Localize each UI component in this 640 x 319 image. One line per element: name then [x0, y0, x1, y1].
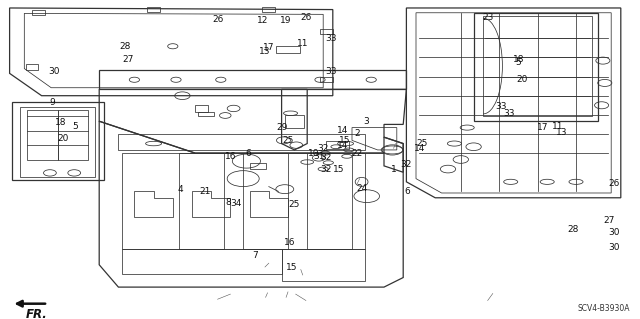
Text: 32: 32 — [321, 165, 332, 174]
Text: SCV4-B3930A: SCV4-B3930A — [578, 304, 630, 313]
Text: 18: 18 — [55, 118, 67, 127]
Text: 17: 17 — [537, 123, 548, 132]
Text: 28: 28 — [119, 42, 131, 51]
Text: 10: 10 — [308, 149, 319, 158]
Text: 33: 33 — [326, 34, 337, 43]
Text: 3: 3 — [364, 117, 369, 126]
Text: 30: 30 — [609, 228, 620, 237]
Text: 17: 17 — [263, 43, 275, 52]
Text: 15: 15 — [339, 136, 350, 145]
Text: 16: 16 — [225, 152, 236, 161]
Text: FR.: FR. — [26, 308, 48, 319]
Text: 16: 16 — [284, 238, 296, 247]
Text: 34: 34 — [230, 199, 241, 208]
Text: 30: 30 — [49, 67, 60, 76]
Text: 32: 32 — [321, 153, 332, 162]
Text: 22: 22 — [351, 149, 363, 158]
Text: 29: 29 — [276, 123, 287, 132]
Text: 11: 11 — [297, 39, 308, 48]
Text: 27: 27 — [122, 55, 134, 63]
Text: 14: 14 — [413, 144, 425, 153]
Text: 26: 26 — [300, 13, 312, 22]
Text: 28: 28 — [567, 225, 579, 234]
Bar — [12, 102, 104, 180]
Text: 25: 25 — [289, 200, 300, 209]
Text: 15: 15 — [333, 165, 345, 174]
Text: 5: 5 — [73, 122, 78, 130]
Text: 33: 33 — [326, 67, 337, 76]
Text: 4: 4 — [178, 185, 183, 194]
Text: 13: 13 — [259, 47, 271, 56]
Text: 9: 9 — [50, 98, 55, 107]
Text: 1: 1 — [391, 165, 396, 174]
Text: 24: 24 — [356, 184, 367, 193]
Text: 26: 26 — [212, 15, 223, 24]
Text: 14: 14 — [337, 141, 348, 150]
Text: 2: 2 — [355, 130, 360, 138]
Text: 27: 27 — [604, 216, 615, 225]
Text: 19: 19 — [280, 16, 292, 25]
Text: 32: 32 — [317, 144, 329, 153]
Bar — [147, 7, 160, 12]
Bar — [474, 13, 598, 121]
Bar — [320, 29, 333, 34]
Text: 15: 15 — [286, 263, 298, 272]
Text: 7: 7 — [252, 251, 257, 260]
Text: 14: 14 — [337, 126, 348, 135]
Text: 13: 13 — [556, 128, 568, 137]
Text: 33: 33 — [495, 102, 507, 111]
Text: 25: 25 — [282, 136, 294, 145]
Text: 6: 6 — [246, 149, 251, 158]
Text: 21: 21 — [199, 187, 211, 196]
Text: 33: 33 — [503, 109, 515, 118]
Text: 5: 5 — [516, 58, 521, 67]
Text: 18: 18 — [513, 55, 524, 63]
Text: 30: 30 — [609, 243, 620, 252]
Text: 8: 8 — [225, 198, 230, 207]
Text: 20: 20 — [516, 75, 527, 84]
Text: 6: 6 — [405, 187, 410, 196]
Text: 11: 11 — [552, 122, 564, 130]
Bar — [32, 10, 45, 15]
Text: 31: 31 — [313, 152, 324, 161]
Bar — [262, 7, 275, 12]
Bar — [320, 77, 333, 82]
Text: 32: 32 — [401, 160, 412, 169]
Bar — [26, 64, 38, 70]
Text: 12: 12 — [257, 16, 268, 25]
Text: 23: 23 — [482, 13, 493, 22]
Text: 26: 26 — [609, 179, 620, 188]
Text: 25: 25 — [417, 139, 428, 148]
Text: 20: 20 — [57, 134, 68, 143]
